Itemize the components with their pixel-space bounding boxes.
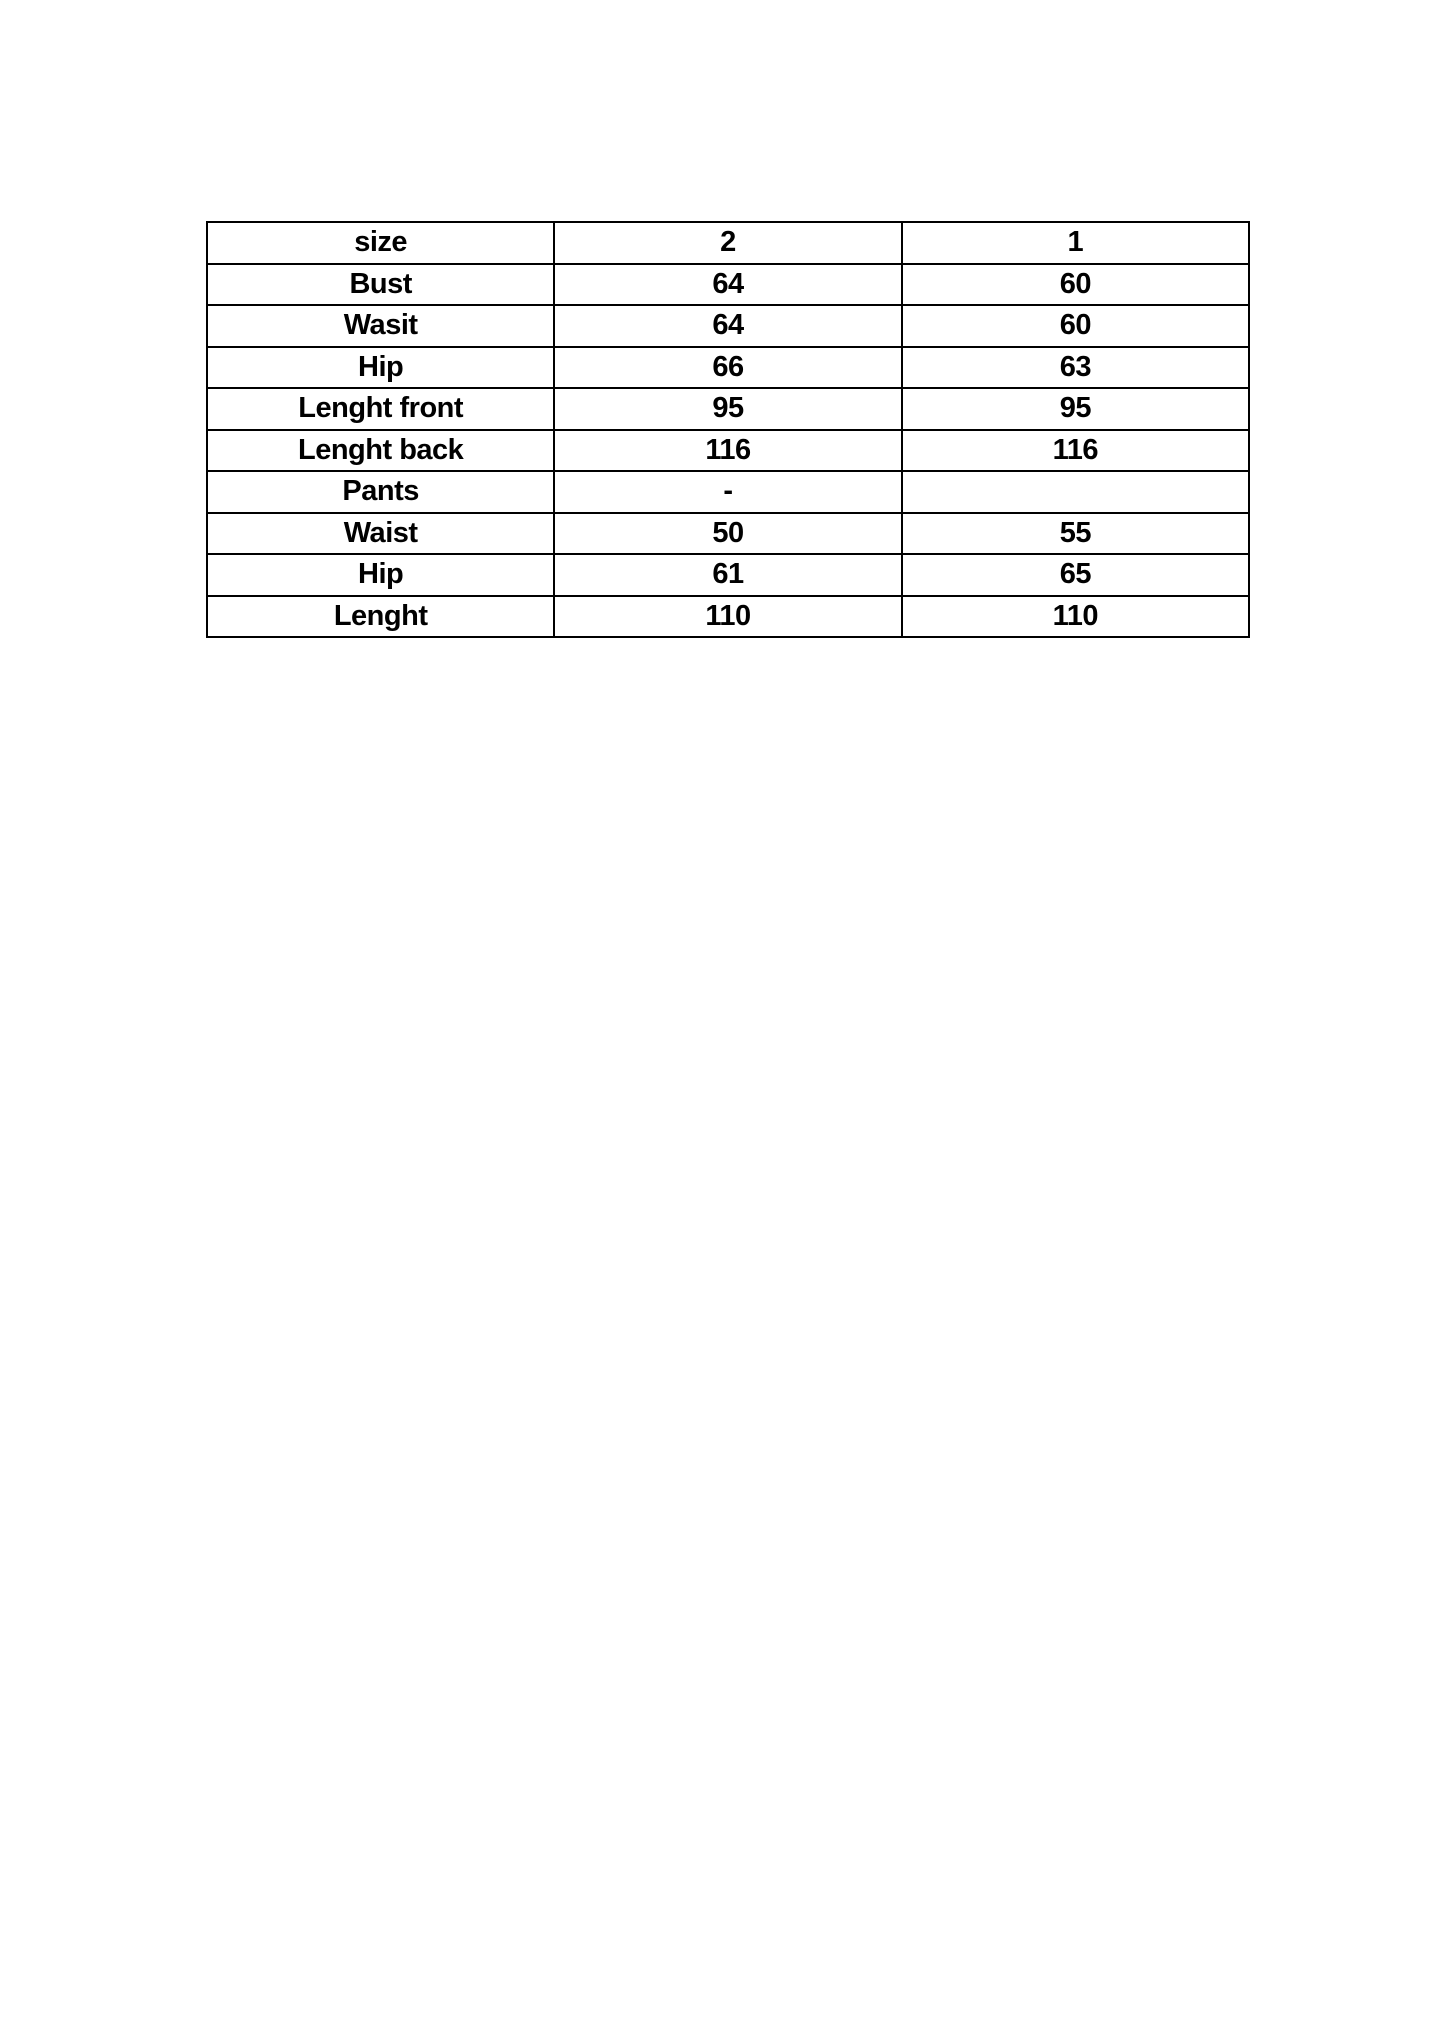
size-value-cell <box>900 470 1251 514</box>
table-row: Hip 66 63 <box>205 345 1251 389</box>
table-row: Lenght back 116 116 <box>205 428 1251 472</box>
header-row: size 2 1 <box>205 221 1251 265</box>
measurement-label-cell: Waist <box>205 511 556 555</box>
measurement-label-cell: Hip <box>205 345 556 389</box>
table-row: Waist 50 55 <box>205 511 1251 555</box>
size-value-cell: 60 <box>900 262 1251 306</box>
measurement-label-cell: Lenght front <box>205 387 556 431</box>
table-row: Pants - <box>205 470 1251 514</box>
measurement-label-cell: Bust <box>205 262 556 306</box>
size-value-cell: 95 <box>553 387 903 431</box>
table-row: Lenght 110 110 <box>205 594 1251 638</box>
size-value-cell: 64 <box>553 304 903 348</box>
size-value-cell: 1 <box>900 221 1251 265</box>
size-value-cell: 2 <box>553 221 903 265</box>
size-value-cell: 61 <box>553 553 903 597</box>
measurement-label-cell: Hip <box>205 553 556 597</box>
size-value-cell: 50 <box>553 511 903 555</box>
table-row: Hip 61 65 <box>205 553 1251 597</box>
measurement-label-cell: Wasit <box>205 304 556 348</box>
measurement-label-cell: Lenght back <box>205 428 556 472</box>
size-value-cell: 66 <box>553 345 903 389</box>
size-value-cell: 116 <box>900 428 1251 472</box>
size-value-cell: 63 <box>900 345 1251 389</box>
size-value-cell: 55 <box>900 511 1251 555</box>
table-row: Bust 64 60 <box>205 262 1251 306</box>
size-chart-table: size 2 1 Bust 64 60 Wasit 64 60 Hip 66 63 Lenght fro… <box>205 221 1251 638</box>
size-value-cell: 64 <box>553 262 903 306</box>
measurement-label-cell: Pants <box>205 470 556 514</box>
size-value-cell: 60 <box>900 304 1251 348</box>
size-value-cell: 110 <box>900 594 1251 638</box>
size-value-cell: 116 <box>553 428 903 472</box>
size-value-cell: - <box>553 470 903 514</box>
table-row: Wasit 64 60 <box>205 304 1251 348</box>
size-value-cell: 110 <box>553 594 903 638</box>
measurement-label-cell: size <box>205 221 556 265</box>
size-value-cell: 65 <box>900 553 1251 597</box>
table-row: Lenght front 95 95 <box>205 387 1251 431</box>
size-value-cell: 95 <box>900 387 1251 431</box>
measurement-label-cell: Lenght <box>205 594 556 638</box>
